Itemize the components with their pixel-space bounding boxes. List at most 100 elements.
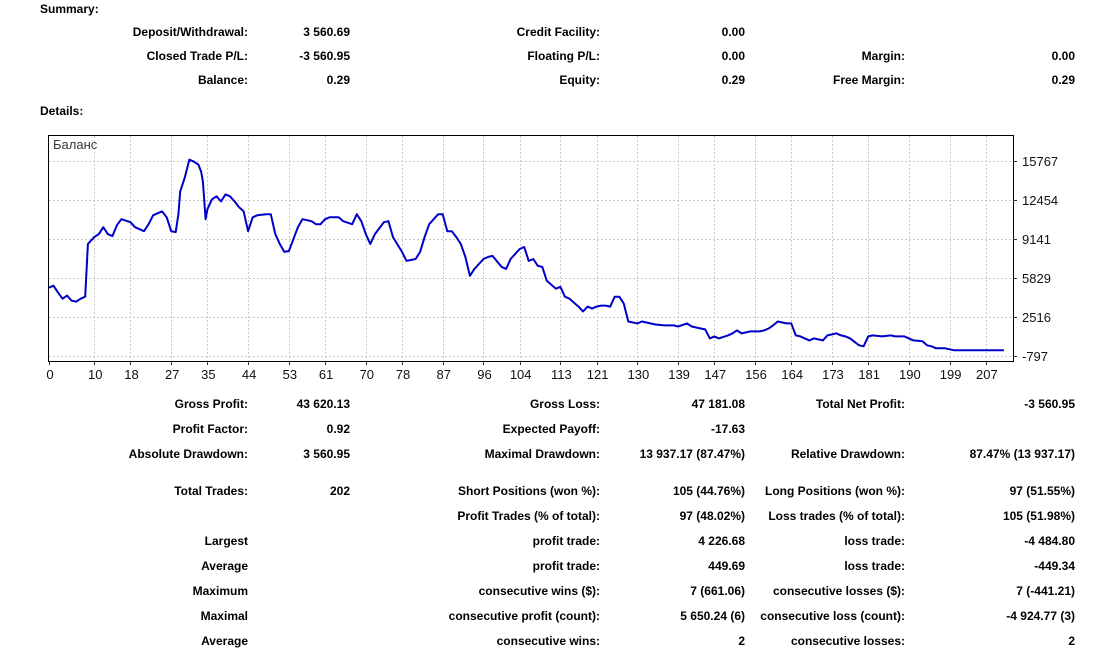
stat-label: Profit Trades (% of total): [457,509,600,523]
stat-value: 47 181.08 [691,397,745,411]
x-tick-label: 199 [939,367,962,382]
stat-label: Largest [204,534,248,548]
y-tick-label: 12454 [1022,193,1059,209]
stat-label: Total Trades: [174,484,248,498]
x-tick-label: 113 [551,367,572,382]
stat-value [905,417,1075,442]
x-tick-label: 70 [359,367,375,382]
x-tick-label: 10 [88,367,103,382]
stat-label: consecutive profit (count): [448,609,600,623]
stat-value: -3 560.95 [1024,397,1075,411]
stat-value: 13 937.17 (87.47%) [639,447,745,461]
stat-value [248,629,350,654]
stat-value [248,604,350,629]
stat-label: Maximum [192,584,248,598]
x-tick-label: 78 [395,367,411,382]
x-tick-label: 87 [436,367,451,382]
stat-value: 2 [1068,634,1075,648]
stat-label: profit trade: [532,559,600,573]
stat-value: 7 (661.06) [690,584,745,598]
x-tick-label: 164 [781,367,804,382]
x-tick-label: 18 [124,367,139,382]
stat-label: Gross Profit: [174,397,248,411]
stat-value: 7 (-441.21) [1016,584,1075,598]
y-tick-label: 5829 [1022,271,1051,287]
x-tick-label: 139 [668,367,690,382]
x-tick-label: 104 [509,367,532,382]
stat-value: 4 226.68 [698,534,745,548]
stat-label: Expected Payoff: [502,422,600,436]
stat-label: Relative Drawdown: [790,447,905,461]
summary-value: 0.00 [721,49,745,63]
x-tick-label: 53 [282,367,298,382]
summary-label: Floating P/L: [527,49,600,63]
stat-label: Maximal Drawdown: [484,447,600,461]
summary-value: 0.00 [1051,49,1075,63]
stat-value [248,554,350,579]
y-tick-label: 9141 [1022,232,1051,248]
summary-label: Free Margin: [832,73,905,87]
balance-chart: Баланс 0 10 18 27 35 44 53 61 70 78 87 96 104 113 121 1… [46,135,1058,382]
x-tick-label: 173 [822,367,844,382]
summary-value: 3 560.69 [303,25,350,39]
summary-heading: Summary: [40,2,99,16]
x-tick-label: 147 [704,367,727,382]
stat-value: -17.63 [710,422,745,436]
stat-value: -4 484.80 [1024,534,1075,548]
details-heading: Details: [40,104,84,118]
stat-value: 97 (51.55%) [1009,484,1075,498]
x-tick-label: 27 [164,367,180,382]
balance-line [48,158,1004,352]
summary-value: 0.29 [721,73,745,87]
stat-value: 202 [329,484,350,498]
stat-value: 2 [738,634,745,648]
summary-label: Margin: [861,49,905,63]
stat-value: 449.69 [708,559,745,573]
stat-label: consecutive losses ($): [772,584,905,598]
summary-label: Credit Facility: [516,25,600,39]
summary-table: Deposit/Withdrawal: 3 560.69 Credit Facili… [0,20,1075,92]
stat-value: 105 (44.76%) [672,484,745,498]
stat-label: Total Net Profit: [815,397,905,411]
stat-label: loss trade: [844,534,905,548]
x-tick-label: 96 [477,367,492,382]
stat-label: consecutive loss (count): [760,609,905,623]
summary-value: 0.00 [721,25,745,39]
x-tick-label: 0 [46,367,54,382]
stat-value: 0.92 [326,422,350,436]
balance-chart-canvas [48,136,1017,365]
summary-value: 0.29 [1051,73,1075,87]
stat-label: Profit Factor: [172,422,248,436]
stat-value: 3 560.95 [303,447,350,461]
stat-label [745,417,905,442]
stat-value: 5 650.24 (6) [680,609,745,623]
summary-value: -3 560.95 [299,49,350,63]
stat-value [248,579,350,604]
x-tick-label: 61 [318,367,334,382]
chart-series-label: Баланс [53,137,98,152]
x-tick-label: 156 [745,367,767,382]
x-tick-label: 207 [975,367,998,382]
stat-label: Loss trades (% of total): [768,509,905,523]
stat-label: consecutive wins: [496,634,600,648]
stat-value: 43 620.13 [296,397,350,411]
x-tick-label: 130 [627,367,650,382]
stat-label: consecutive losses: [790,634,905,648]
stat-value: 87.47% (13 937.17) [969,447,1075,461]
summary-label: Balance: [197,73,248,87]
stat-label [0,504,248,529]
stat-label: Short Positions (won %): [458,484,600,498]
stats-table-trades: Total Trades: 202 Short Positions (won %):… [0,479,1075,654]
y-tick-label: -797 [1022,349,1049,365]
x-tick-label: 121 [586,367,609,382]
stat-label: Maximal [200,609,248,623]
x-tick-label: 35 [201,367,216,382]
x-tick-label: 190 [899,367,921,382]
x-tick-label: 44 [241,367,257,382]
stat-label: profit trade: [532,534,600,548]
summary-value: 0.29 [326,73,350,87]
summary-label: Closed Trade P/L: [146,49,248,63]
stat-value: -4 924.77 (3) [1006,609,1075,623]
summary-value [905,20,1075,44]
